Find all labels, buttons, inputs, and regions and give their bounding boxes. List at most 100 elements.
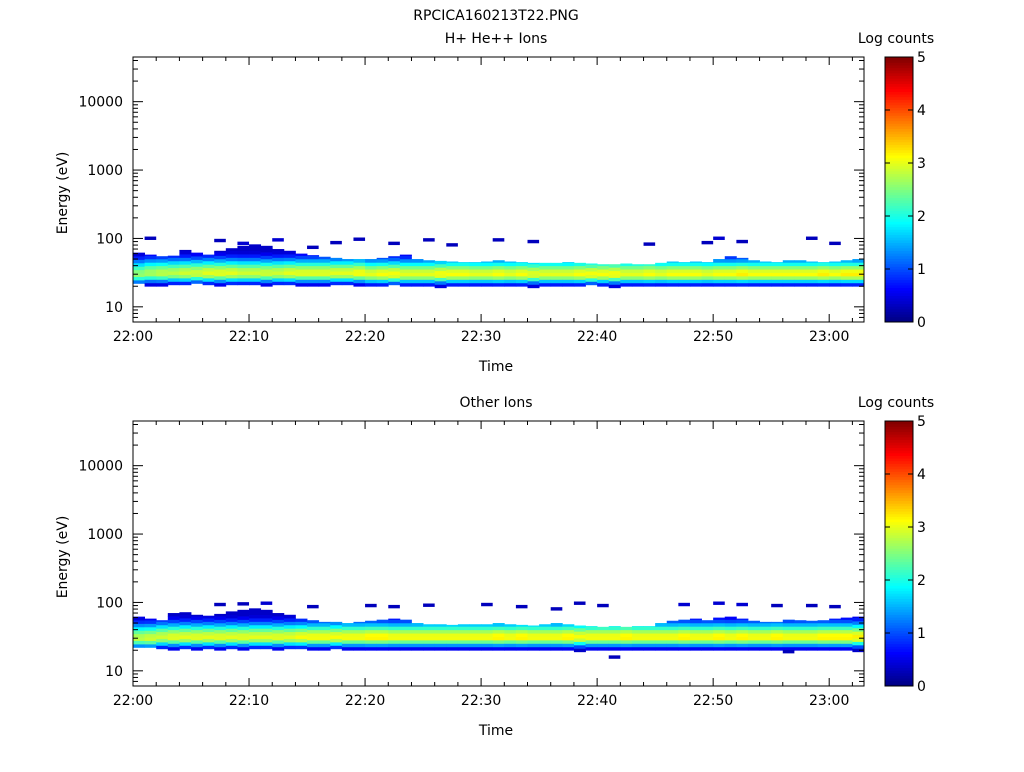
heatmap-cell [295,631,308,636]
heatmap-cell [585,626,598,631]
heatmap-cell [202,254,215,258]
heatmap-cell [330,621,343,626]
heatmap-cell [365,643,378,648]
heatmap-cell [840,636,853,641]
heatmap-cell [133,640,145,645]
heatmap-cell [724,275,737,280]
heatmap-cell [376,626,389,631]
colorbar-segment [885,648,913,653]
colorbar-segment [885,102,913,106]
heatmap-cell [237,626,250,631]
heatmap-cell [515,624,528,627]
heatmap-cell [202,257,215,262]
heatmap-cell [434,629,447,634]
heatmap-cell [701,626,714,631]
heatmap-cell [167,271,180,275]
heatmap-cell [249,611,262,615]
heatmap-cell [631,626,644,627]
heatmap-cell [133,256,145,260]
heatmap-cell [713,636,726,641]
sparse-count-cell [365,603,377,608]
heatmap-cell [492,626,505,631]
heatmap-cell [399,622,412,627]
heatmap-cell [515,643,528,648]
colorbar-segment [885,168,913,172]
heatmap-cell [423,282,436,287]
heatmap-cell [562,269,575,273]
heatmap-cell [376,262,389,267]
heatmap-cell [620,282,633,287]
heatmap-cell [562,633,575,637]
colorbar-segment [885,487,913,491]
heatmap-cell [829,643,842,648]
colorbar-segment [885,149,913,153]
colorbar-segment [885,152,913,156]
heatmap-cell [608,284,621,289]
heatmap-cell [689,279,702,284]
x-tick-label: 23:00 [809,693,849,709]
heatmap-cell [399,272,412,277]
heatmap-cell [805,282,818,287]
heatmap-cell [330,635,343,639]
heatmap-cell [562,282,575,287]
heatmap-cell [747,265,760,270]
colorbar-segment [885,516,913,520]
heatmap-cell [492,262,505,267]
heatmap-cell [399,619,412,624]
heatmap-cell [179,614,192,619]
heatmap-cell [330,631,343,636]
heatmap-cell [724,269,737,273]
colorbar-segment [885,489,913,494]
colorbar-label: Log counts [858,31,934,47]
colorbar-segment [885,316,913,320]
heatmap-cell [295,618,308,622]
colorbar-segment [885,221,913,225]
colorbar-tick-label: 2 [917,573,926,589]
colorbar-segment [885,218,913,222]
y-tick-label: 100 [96,595,123,611]
heatmap-cell [411,259,424,263]
heatmap-cell [527,629,540,634]
heatmap-cell [156,262,169,267]
heatmap-cell [191,616,204,620]
heatmap-cell [852,644,865,649]
heatmap-cell [423,265,436,270]
heatmap-cell [736,618,749,620]
heatmap-cell [527,639,540,644]
heatmap-cell [701,629,714,634]
heatmap-cell [272,267,285,272]
heatmap-cell [736,633,749,637]
colorbar: 0 1 2 3 4 5 [884,50,926,331]
heatmap-cell [341,626,354,631]
heatmap-cell [713,259,726,263]
heatmap-cell [225,260,238,265]
heatmap-cell [318,269,331,273]
colorbar-tick-label: 4 [917,103,926,119]
heatmap-cell [318,258,331,263]
heatmap-cell [144,620,157,624]
colorbar-segment [885,511,913,515]
heatmap-cell [214,626,227,631]
heatmap-cell [481,279,494,284]
colorbar-segment [885,527,913,531]
heatmap-cell [759,275,772,280]
heatmap-cell [689,262,702,267]
heatmap-cell [655,636,668,641]
heatmap-cell [225,628,238,633]
heatmap-cell [260,255,273,260]
heatmap-cell [643,282,656,287]
sparse-count-cell [678,602,690,607]
heatmap-cell [504,275,517,280]
y-tick-label: 1000 [87,163,123,179]
heatmap-cell [562,629,575,634]
heatmap-cell [573,634,586,639]
colorbar-segment [885,213,913,217]
heatmap-cell [689,626,702,631]
colorbar-segment [885,484,913,488]
heatmap-cell [608,626,621,627]
heatmap-cell [144,269,157,273]
heatmap-cell [782,275,795,280]
heatmap-cell [562,626,575,631]
heatmap-cell [156,628,169,633]
heatmap-cell [597,646,610,651]
